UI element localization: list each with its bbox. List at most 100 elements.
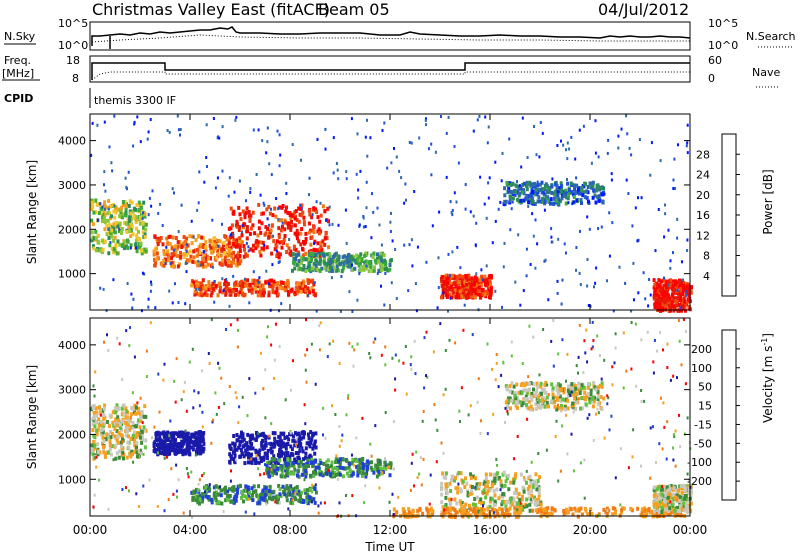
data-cell (325, 471, 329, 476)
data-cell (134, 242, 138, 247)
data-cell (233, 487, 237, 492)
data-speckle (503, 241, 506, 245)
data-speckle (563, 242, 566, 246)
data-cell (256, 240, 260, 245)
data-cell (488, 514, 492, 519)
data-cell (114, 406, 117, 411)
data-speckle (578, 271, 581, 275)
data-speckle (151, 189, 154, 193)
data-cell (531, 483, 535, 488)
data-cell (577, 386, 580, 391)
data-speckle (640, 196, 643, 200)
data-cell (229, 226, 233, 231)
data-speckle (246, 414, 249, 418)
data-cell (140, 451, 143, 455)
data-speckle (631, 224, 634, 228)
data-cell (93, 443, 97, 448)
data-speckle (685, 144, 688, 148)
data-cell (310, 457, 314, 462)
data-cell (95, 413, 99, 418)
data-speckle (663, 235, 666, 239)
data-cell (666, 293, 670, 297)
data-cell (540, 187, 544, 192)
data-cell (233, 442, 237, 447)
data-cell (239, 434, 243, 439)
data-cell (493, 499, 497, 504)
data-cell (326, 458, 330, 463)
data-cell (246, 432, 250, 437)
data-cell (543, 187, 547, 192)
data-cell (291, 268, 294, 273)
data-cell (593, 385, 597, 390)
data-cell (543, 199, 547, 204)
data-speckle (448, 274, 451, 278)
data-cell (662, 297, 666, 302)
data-speckle (325, 218, 328, 222)
data-speckle (143, 272, 146, 276)
data-cell (232, 250, 236, 255)
data-cell (401, 507, 405, 512)
data-cell (155, 251, 159, 256)
data-cell (528, 508, 532, 513)
data-speckle (680, 306, 683, 310)
data-speckle (258, 276, 261, 280)
data-cell (336, 268, 340, 273)
data-cell (510, 390, 514, 395)
data-speckle (575, 176, 578, 180)
data-cell (504, 400, 508, 405)
data-speckle (275, 249, 278, 253)
data-cell (583, 181, 587, 186)
data-cell (245, 253, 249, 258)
data-cell (297, 206, 301, 211)
data-cell (307, 221, 311, 226)
data-cell (293, 266, 297, 271)
data-cell (204, 245, 208, 249)
data-cell (569, 384, 573, 389)
data-cell (474, 476, 477, 481)
data-cell (519, 198, 523, 203)
data-cell (326, 261, 330, 266)
data-cell (96, 239, 100, 244)
data-cell (195, 442, 199, 447)
data-cell (319, 213, 323, 218)
data-cell (331, 471, 334, 475)
data-cell (296, 282, 300, 287)
data-cell (159, 445, 163, 450)
data-cell (286, 457, 290, 462)
data-cell (102, 445, 105, 449)
data-speckle (664, 203, 666, 207)
data-cell (501, 494, 505, 499)
data-speckle (574, 157, 577, 161)
data-cell (95, 428, 99, 433)
data-cell (537, 507, 541, 512)
data-cell (120, 227, 124, 231)
data-cell (508, 396, 512, 401)
data-speckle (607, 138, 610, 142)
data-cell (520, 497, 524, 502)
data-cell (139, 412, 143, 417)
data-cell (232, 434, 236, 438)
data-speckle (404, 182, 407, 186)
data-cell (126, 238, 129, 243)
data-cell (271, 431, 275, 436)
data-speckle (249, 187, 252, 191)
data-cell (158, 437, 162, 442)
data-cell (295, 218, 299, 222)
data-cell (251, 446, 255, 451)
data-cell (673, 495, 677, 500)
data-cell (114, 436, 118, 441)
data-speckle (280, 302, 283, 306)
data-cell (527, 200, 531, 205)
data-cell (212, 491, 216, 496)
data-cell (234, 495, 237, 500)
data-cell (674, 302, 678, 307)
data-cell (287, 437, 291, 442)
data-cell (259, 230, 263, 235)
data-cell (395, 510, 399, 515)
data-speckle (501, 305, 503, 309)
data-cell (133, 430, 136, 435)
data-speckle (636, 239, 639, 243)
data-cell (300, 227, 304, 231)
data-speckle (185, 243, 188, 247)
